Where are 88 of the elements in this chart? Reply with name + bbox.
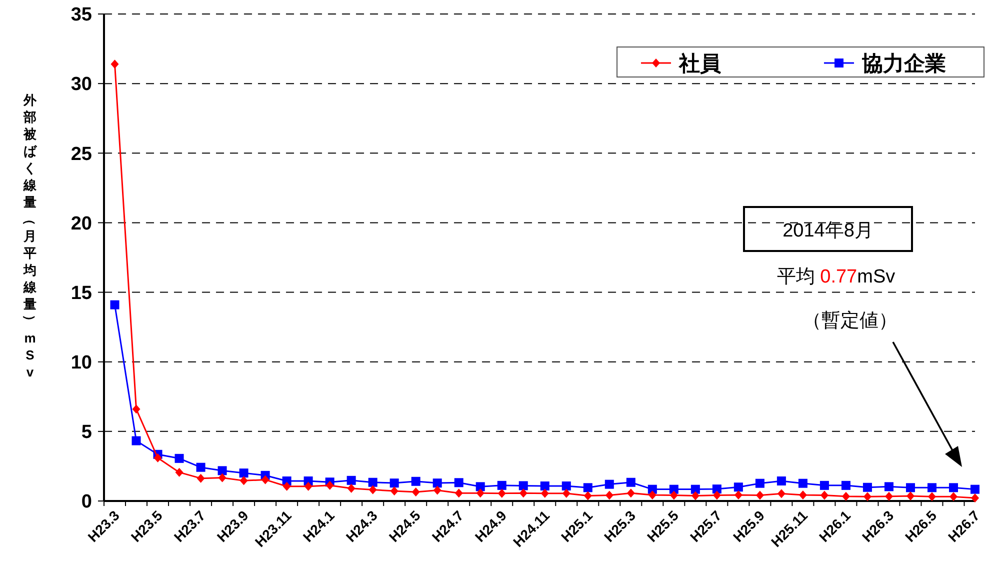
point [132,436,141,446]
point [863,492,872,502]
point [240,476,248,486]
point [971,493,979,502]
y-tick-label: 20 [70,213,92,234]
point [562,488,570,498]
point [239,468,248,478]
point [906,483,915,492]
text: 外部被ばく線量（月平均線量）mSv [22,92,38,380]
point [110,300,120,310]
point [604,480,614,489]
y-tick-label: 15 [70,282,92,304]
point [626,478,636,487]
point [218,466,227,476]
point [346,476,356,485]
point [712,490,721,500]
y-tick-label: 10 [70,352,92,374]
y-tick-label: 35 [70,4,92,26]
point [218,473,226,482]
point [584,491,592,500]
legend-label: 協力企業 [861,52,946,76]
point [368,485,377,494]
point [540,481,550,490]
point [712,484,722,494]
point [497,480,506,490]
point [648,490,656,500]
point [154,453,162,462]
point [174,454,184,463]
point [734,490,742,500]
point [884,482,894,492]
point [540,488,549,498]
point [777,489,786,498]
point [928,492,936,502]
point [196,462,206,472]
point [304,482,312,491]
point [884,492,893,501]
point [476,488,484,498]
point [756,490,764,500]
point [390,478,399,488]
point [776,476,786,486]
point [110,60,119,69]
point [454,478,464,488]
point [347,484,356,493]
point [390,486,398,496]
point [626,488,635,498]
point [798,478,808,488]
point [261,475,270,484]
y-tick-label: 25 [70,144,92,165]
point [368,478,378,487]
point [132,404,140,414]
point [411,476,420,486]
point [519,488,528,498]
point [842,492,850,501]
point [562,481,571,490]
y-tick-label: 0 [81,492,92,513]
point [841,480,850,490]
point [691,491,700,500]
point [476,482,485,492]
point [948,483,958,492]
point [970,484,980,494]
point [498,488,506,498]
point [583,483,592,492]
point [670,490,678,500]
point [862,482,872,492]
point [949,492,958,502]
point [433,486,442,495]
point [734,482,743,492]
point [820,490,828,500]
point [454,488,463,498]
y-tick-label: 30 [70,74,92,96]
point [175,468,184,477]
point [282,482,291,491]
point [326,480,334,490]
annotation: （暫定値） [802,310,898,332]
point [432,478,442,488]
legend-label: 社員 [678,52,721,76]
point [798,490,807,500]
point [906,491,914,500]
point [518,481,528,490]
point [690,484,700,494]
point [605,490,614,500]
point [412,487,420,496]
point [927,483,936,492]
point [755,478,764,488]
point [196,474,205,483]
point [820,480,829,490]
annotation: 平均 0.77mSv [776,266,896,288]
y-tick-label: 5 [81,422,92,444]
